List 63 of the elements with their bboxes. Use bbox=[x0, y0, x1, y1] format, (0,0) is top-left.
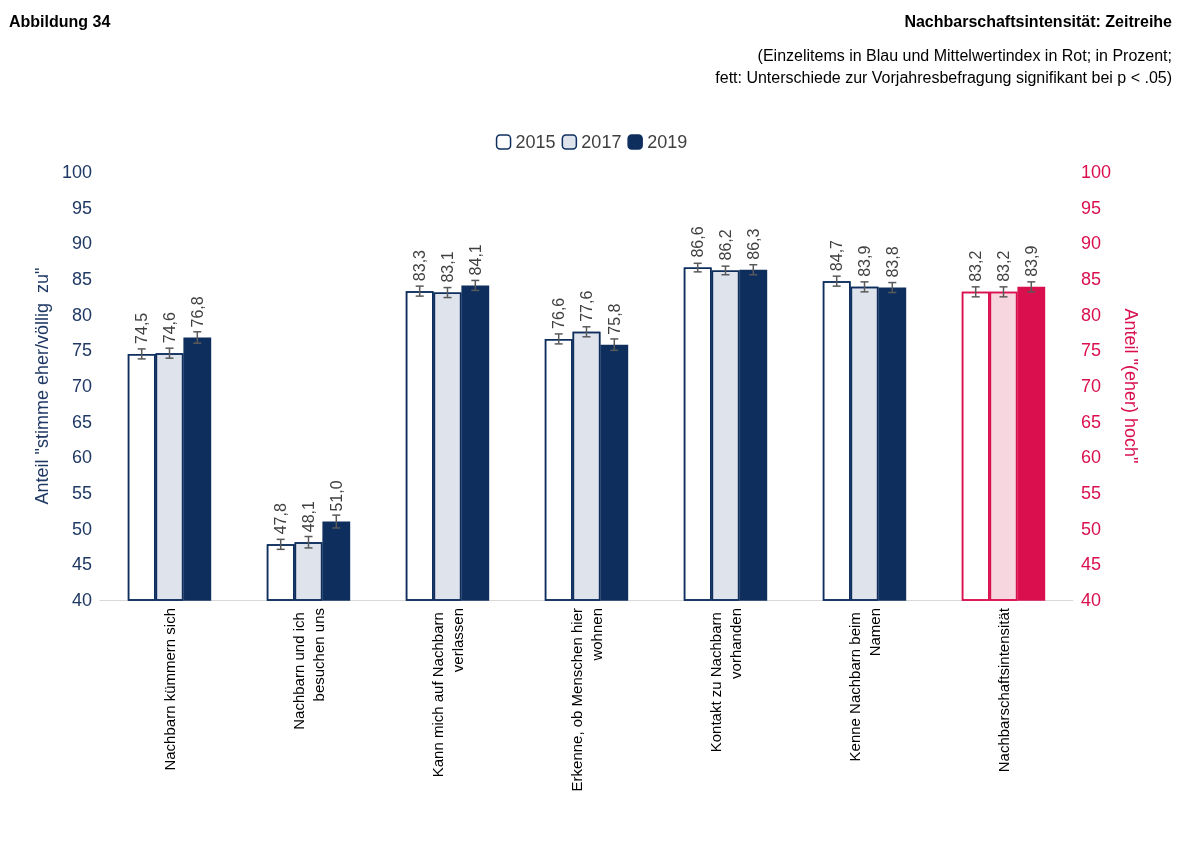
chart-title: Abbildung 34 bbox=[9, 12, 111, 30]
y2-tick-label: 65 bbox=[1081, 411, 1102, 432]
data-label: 86,6 bbox=[689, 226, 707, 258]
y2-tick-label: 100 bbox=[1081, 162, 1112, 182]
y2-axis-title: Anteil "(eher) hoch" bbox=[1120, 308, 1141, 464]
y2-tick-label: 80 bbox=[1081, 304, 1102, 325]
y-tick-label: 70 bbox=[71, 376, 92, 396]
legend-label: 2015 bbox=[515, 132, 556, 152]
data-label: 77,6 bbox=[578, 290, 595, 322]
data-label: 74,6 bbox=[161, 311, 178, 344]
data-label: 51,0 bbox=[327, 480, 345, 512]
data-label: 76,8 bbox=[188, 296, 206, 328]
data-label: 48,1 bbox=[300, 500, 317, 533]
data-label: 74,5 bbox=[133, 312, 151, 344]
y-tick-label: 40 bbox=[71, 590, 92, 610]
legend-label: 2019 bbox=[647, 132, 688, 152]
y-tick-label: 85 bbox=[71, 269, 92, 289]
data-label: 83,1 bbox=[439, 251, 456, 283]
text: (Einzelitems in Blau und Mittelwertindex in Rot; in Prozent; bbox=[757, 46, 1172, 64]
y2-tick-label: 75 bbox=[1081, 340, 1102, 361]
x-tick-label: Kontakt zu Nachbarn vorhanden bbox=[707, 608, 744, 753]
data-label: 83,2 bbox=[967, 250, 985, 282]
y-tick-label: 90 bbox=[71, 233, 92, 254]
y-tick-label: 50 bbox=[71, 518, 92, 539]
data-label: 76,6 bbox=[550, 297, 568, 329]
y2-tick-label: 70 bbox=[1081, 376, 1102, 396]
x-tick-label: Nachbarn kümmern sich bbox=[161, 608, 178, 771]
y-tick-label: 95 bbox=[71, 197, 92, 218]
data-label: 47,8 bbox=[272, 503, 290, 535]
y-tick-label: 65 bbox=[71, 411, 92, 432]
y-tick-label: 45 bbox=[71, 554, 92, 575]
data-label: 83,3 bbox=[411, 249, 429, 282]
x-tick-label: Erkenne, ob Menschen hier wohnen bbox=[568, 608, 605, 792]
y2-tick-label: 90 bbox=[1081, 233, 1102, 254]
x-tick-label: Nachbarschaftsintensität bbox=[995, 607, 1012, 773]
y-tick-label: 75 bbox=[71, 340, 92, 361]
y-tick-label: 55 bbox=[71, 483, 92, 503]
y-axis-title: Anteil "stimme eher/völlig zu" bbox=[32, 267, 53, 505]
data-label: 83,9 bbox=[856, 245, 873, 277]
x-tick-label: Kann mich auf Nachbarn verlassen bbox=[429, 608, 466, 778]
y2-tick-label: 85 bbox=[1081, 269, 1102, 289]
y-tick-label: 60 bbox=[71, 447, 92, 468]
data-label: 84,7 bbox=[828, 239, 846, 272]
x-tick-label: Kenne Nachbarn beim Namen bbox=[846, 608, 883, 762]
data-label: 83,8 bbox=[883, 246, 901, 278]
data-label: 83,9 bbox=[1022, 245, 1040, 277]
data-label: 75,8 bbox=[605, 303, 623, 335]
chart-subtitle: Nachbarschaftsintensität: Zeitreihe bbox=[904, 12, 1173, 30]
text: fett: Unterschiede zur Vorjahresbefragung signifikant bei p < .05) bbox=[715, 68, 1173, 86]
data-label: 84,1 bbox=[466, 244, 484, 276]
y-tick-label: 80 bbox=[71, 304, 92, 325]
y2-tick-label: 40 bbox=[1081, 590, 1102, 610]
x-tick-label: Nachbarn und ich besuchen uns bbox=[290, 608, 327, 730]
y2-tick-label: 45 bbox=[1081, 554, 1102, 575]
data-label: 83,2 bbox=[995, 250, 1012, 282]
y2-tick-label: 60 bbox=[1081, 447, 1102, 468]
data-label: 86,3 bbox=[744, 228, 762, 260]
y2-tick-label: 50 bbox=[1081, 518, 1102, 539]
legend-label: 2017 bbox=[581, 132, 622, 152]
y2-tick-label: 55 bbox=[1081, 483, 1102, 503]
y-tick-label: 100 bbox=[61, 162, 92, 182]
data-label: 86,2 bbox=[717, 229, 734, 261]
y2-tick-label: 95 bbox=[1081, 197, 1102, 218]
